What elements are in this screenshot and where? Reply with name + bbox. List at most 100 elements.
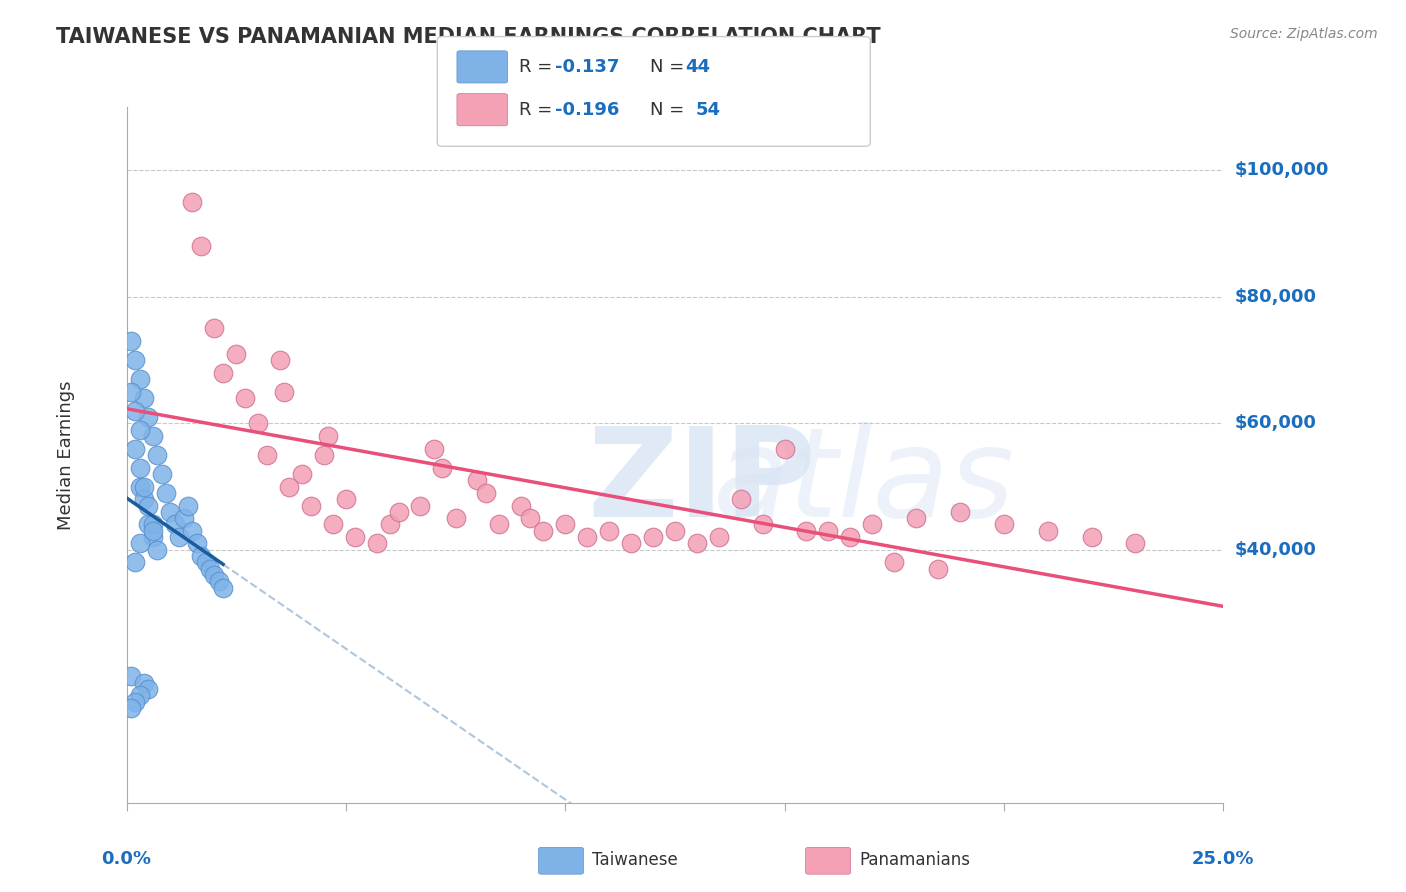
Text: Median Earnings: Median Earnings <box>58 380 76 530</box>
Point <box>128 688 150 702</box>
Point <box>132 492 155 507</box>
Point <box>155 486 177 500</box>
Point <box>905 511 928 525</box>
Point <box>510 499 533 513</box>
Point <box>177 499 200 513</box>
Point <box>1125 536 1147 550</box>
Point <box>422 442 444 456</box>
Text: ZIP: ZIP <box>588 422 815 543</box>
Text: Source: ZipAtlas.com: Source: ZipAtlas.com <box>1230 27 1378 41</box>
Text: 54: 54 <box>696 101 721 119</box>
Text: 25.0%: 25.0% <box>1192 850 1254 868</box>
Text: N =: N = <box>650 58 689 76</box>
Point <box>796 524 818 538</box>
Text: $100,000: $100,000 <box>1234 161 1329 179</box>
Text: 44: 44 <box>685 58 710 76</box>
Point <box>233 391 256 405</box>
Text: Panamanians: Panamanians <box>859 851 970 869</box>
Point <box>167 530 190 544</box>
Point <box>1036 524 1059 538</box>
Point <box>120 334 142 348</box>
Point <box>751 517 773 532</box>
Point <box>247 417 270 431</box>
Point <box>198 562 221 576</box>
Point <box>444 511 467 525</box>
Point <box>318 429 340 443</box>
Text: N =: N = <box>650 101 689 119</box>
Point <box>181 194 204 209</box>
Point <box>163 517 186 532</box>
Point <box>142 530 165 544</box>
Point <box>343 530 366 544</box>
Point <box>273 384 295 399</box>
Point <box>554 517 576 532</box>
Point <box>467 473 489 487</box>
Point <box>531 524 554 538</box>
Point <box>128 372 150 386</box>
Point <box>225 347 247 361</box>
Point <box>120 384 142 399</box>
Point <box>299 499 322 513</box>
Point <box>269 353 291 368</box>
Point <box>128 423 150 437</box>
Point <box>576 530 599 544</box>
Point <box>212 581 235 595</box>
Point <box>730 492 752 507</box>
Point <box>132 391 155 405</box>
Point <box>488 517 510 532</box>
Point <box>312 448 335 462</box>
Point <box>387 505 409 519</box>
Point <box>124 403 146 417</box>
Point <box>641 530 664 544</box>
Text: atlas: atlas <box>713 422 1015 543</box>
Point <box>475 486 498 500</box>
Point <box>173 511 195 525</box>
Point <box>620 536 643 550</box>
Point <box>256 448 278 462</box>
Point <box>142 524 165 538</box>
Point <box>335 492 357 507</box>
Point <box>124 442 146 456</box>
Point <box>519 511 541 525</box>
Point <box>202 321 225 335</box>
Point <box>142 517 165 532</box>
Text: -0.137: -0.137 <box>555 58 620 76</box>
Point <box>150 467 173 481</box>
Text: 0.0%: 0.0% <box>101 850 152 868</box>
Text: $60,000: $60,000 <box>1234 414 1316 433</box>
Point <box>883 556 905 570</box>
Point <box>839 530 862 544</box>
Point <box>927 562 949 576</box>
Point <box>194 556 217 570</box>
Point <box>817 524 839 538</box>
Point <box>208 574 231 589</box>
Point <box>598 524 620 538</box>
Text: R =: R = <box>519 58 558 76</box>
Point <box>1080 530 1102 544</box>
Point <box>993 517 1015 532</box>
Point <box>132 479 155 493</box>
Point <box>124 695 146 709</box>
Point <box>120 701 142 715</box>
Point <box>202 568 225 582</box>
Text: TAIWANESE VS PANAMANIAN MEDIAN EARNINGS CORRELATION CHART: TAIWANESE VS PANAMANIAN MEDIAN EARNINGS … <box>56 27 882 46</box>
Point <box>138 517 160 532</box>
Point <box>378 517 401 532</box>
Point <box>860 517 883 532</box>
Point <box>128 536 150 550</box>
Point <box>142 429 165 443</box>
Text: $80,000: $80,000 <box>1234 288 1316 306</box>
Point <box>138 681 160 696</box>
Point <box>277 479 299 493</box>
Point <box>181 524 204 538</box>
Point <box>190 239 212 253</box>
Point <box>291 467 314 481</box>
Point <box>132 675 155 690</box>
Point <box>146 448 169 462</box>
Text: R =: R = <box>519 101 558 119</box>
Point <box>159 505 181 519</box>
Point <box>124 353 146 368</box>
Point <box>138 499 160 513</box>
Point <box>186 536 208 550</box>
Point <box>409 499 432 513</box>
